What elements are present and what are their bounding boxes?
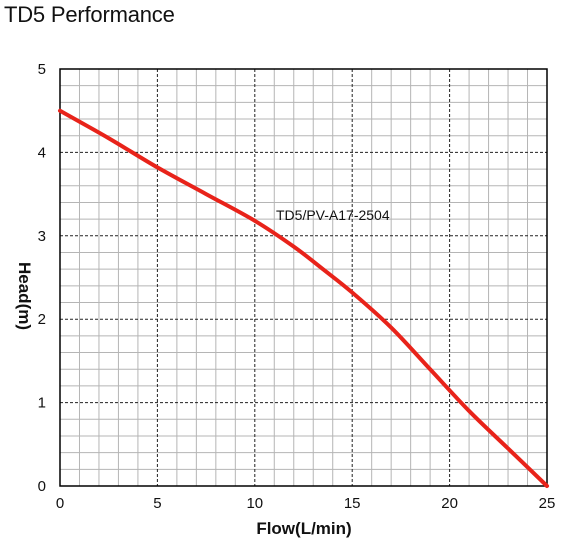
chart-title: TD5 Performance [4, 2, 175, 27]
y-tick-labels: 0 1 2 3 4 5 [38, 61, 46, 495]
y-tick-label: 4 [38, 144, 46, 161]
x-tick-label: 5 [153, 495, 161, 512]
x-tick-label: 20 [441, 495, 458, 512]
x-tick-label: 25 [539, 495, 556, 512]
y-tick-label: 0 [38, 478, 46, 495]
plot-background [60, 69, 547, 486]
y-axis-label: Head(m) [15, 262, 34, 330]
y-tick-label: 5 [38, 61, 46, 78]
minor-grid [60, 69, 547, 486]
series-label-td5: TD5/PV-A17-2504 [276, 207, 390, 223]
y-tick-label: 2 [38, 311, 46, 328]
x-tick-label: 0 [56, 495, 64, 512]
x-tick-label: 15 [344, 495, 361, 512]
major-grid [60, 69, 547, 486]
x-axis-label: Flow(L/min) [256, 519, 351, 538]
series-line-td5 [58, 108, 549, 488]
x-tick-labels: 0 5 10 15 20 25 [56, 495, 556, 512]
plot-frame [59, 68, 548, 487]
y-tick-label: 3 [38, 228, 46, 245]
x-tick-label: 10 [246, 495, 263, 512]
y-tick-label: 1 [38, 395, 46, 412]
